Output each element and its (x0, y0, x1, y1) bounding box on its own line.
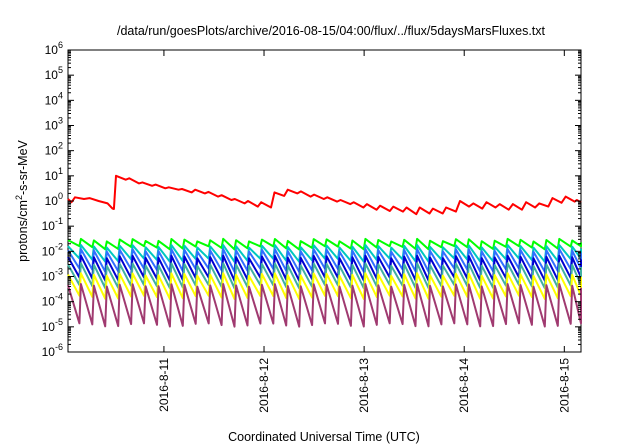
y-tick-label: 100 (45, 191, 63, 208)
y-axis-label: protons/cm2-s-sr-MeV (14, 139, 30, 261)
y-tick-label: 10-5 (42, 317, 63, 334)
x-axis: 2016-8-11 2016-8-12 2016-8-13 2016-8-14 2016… (157, 50, 571, 413)
y-tick-label: 10-4 (42, 292, 63, 309)
x-tick-label: 2016-8-14 (457, 358, 471, 413)
series-line-1 (67, 174, 582, 216)
y-axis: 10-6 10-5 10-4 10-3 10-2 10-1 100 101 102 103 104 1… (42, 40, 581, 359)
series-line-8 (67, 283, 582, 328)
x-tick-label: 2016-8-15 (557, 358, 571, 413)
y-tick-label: 10-6 (42, 342, 63, 359)
y-tick-label: 101 (45, 166, 63, 183)
y-tick-label: 104 (45, 90, 63, 107)
series-layer (67, 174, 582, 328)
x-tick-label: 2016-8-12 (257, 358, 271, 413)
x-axis-label: Coordinated Universal Time (UTC) (228, 430, 420, 444)
y-tick-label: 10-3 (42, 267, 63, 284)
y-tick-label: 102 (45, 141, 63, 158)
y-tick-label: 105 (45, 65, 63, 82)
y-tick-label: 10-1 (42, 216, 63, 233)
y-tick-label: 103 (45, 116, 63, 133)
series-line-2 (67, 237, 582, 251)
y-tick-label: 106 (45, 40, 63, 57)
y-tick-label: 10-2 (42, 241, 63, 258)
x-tick-label: 2016-8-11 (157, 358, 171, 412)
chart-title: /data/run/goesPlots/archive/2016-08-15/0… (117, 24, 546, 38)
x-tick-label: 2016-8-13 (357, 358, 371, 413)
